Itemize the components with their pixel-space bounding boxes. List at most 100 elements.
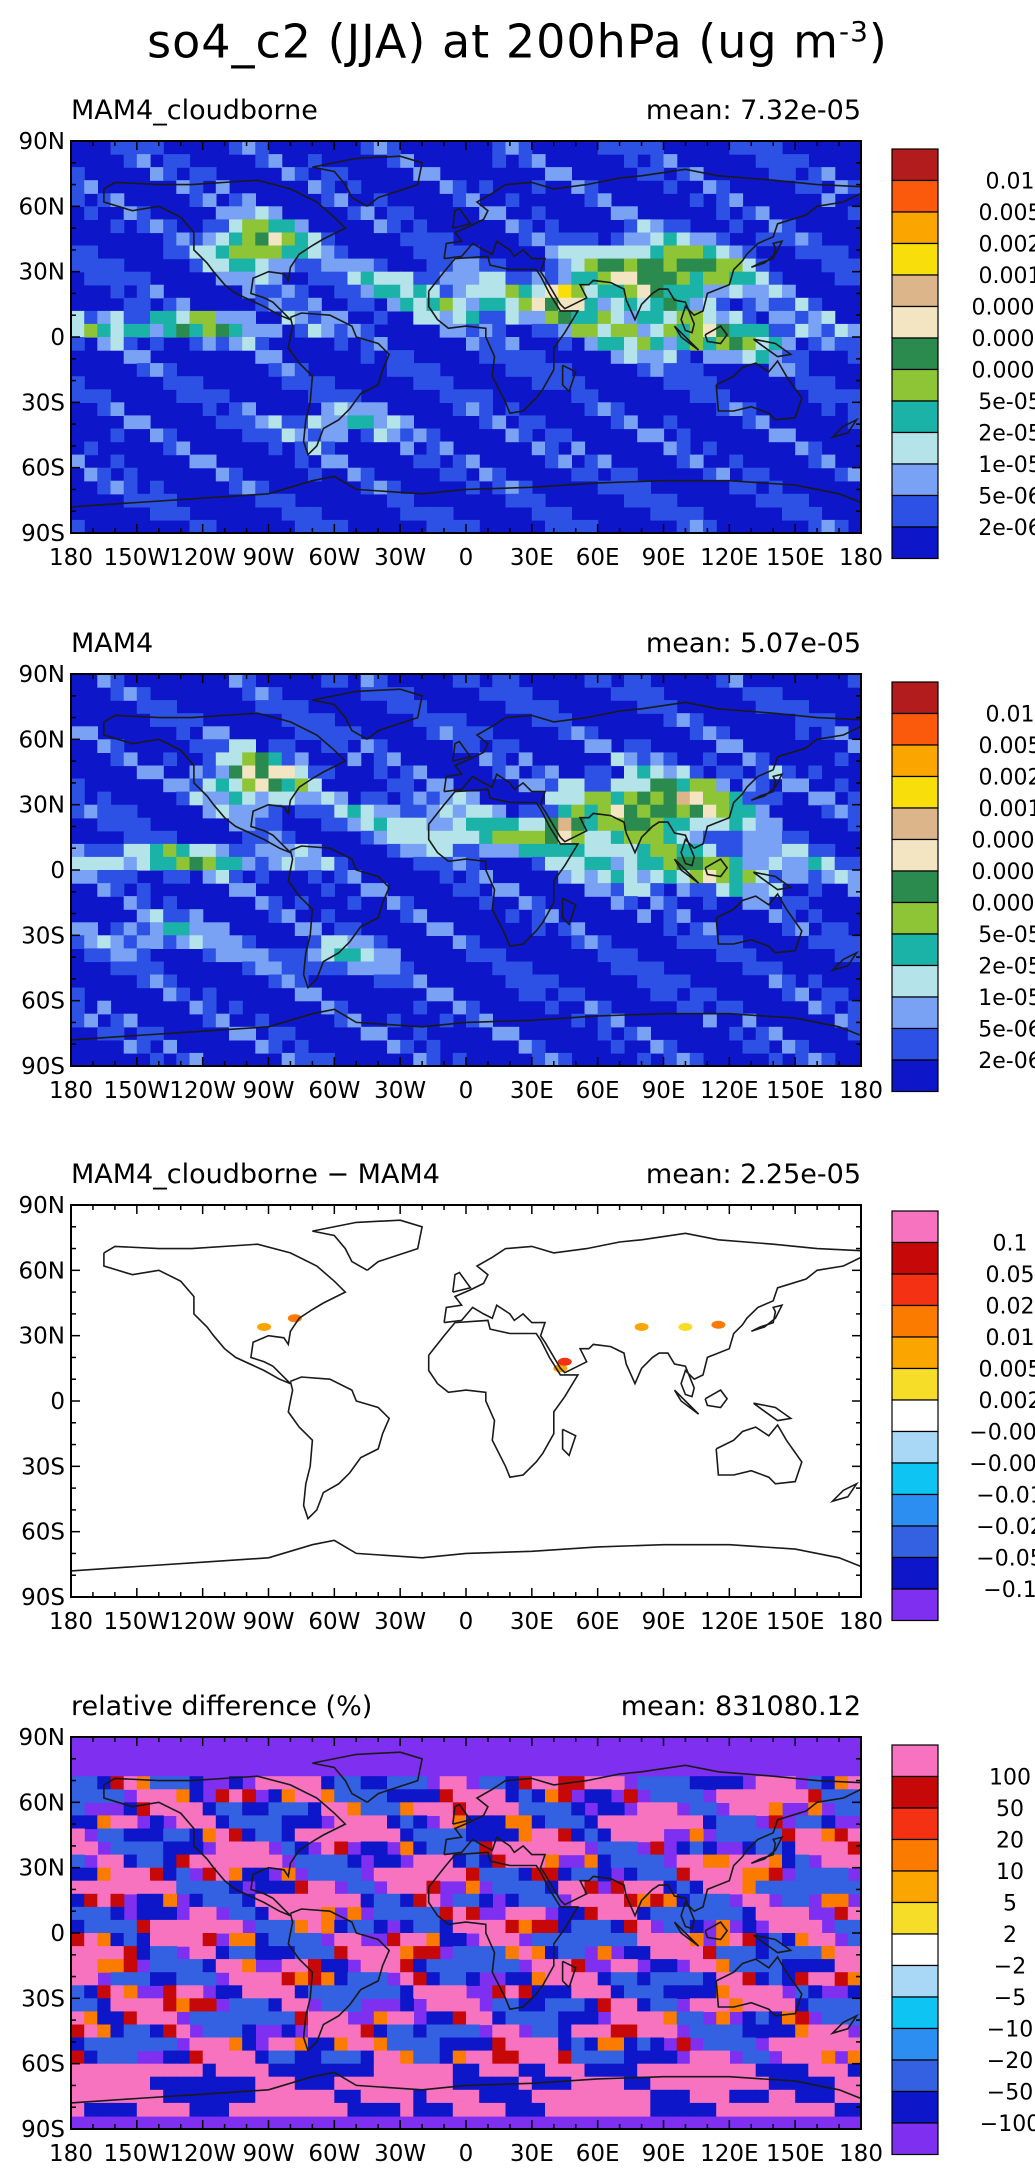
map-field-relative <box>71 1737 861 2129</box>
field-cell <box>189 1946 204 1960</box>
field-cell <box>492 1985 507 1999</box>
field-cell <box>703 180 717 194</box>
field-cell <box>768 1802 783 1816</box>
field-cell <box>215 1841 230 1856</box>
field-cell <box>703 922 717 936</box>
x-tick-label: 180 <box>49 1078 93 1104</box>
field-cell <box>847 1841 861 1856</box>
field-cell <box>531 1972 546 1986</box>
field-cell <box>729 323 744 338</box>
field-cell <box>215 1985 230 1999</box>
field-cell <box>360 739 375 753</box>
field-cell <box>703 1802 717 1816</box>
field-cell <box>308 2011 322 2026</box>
field-cell <box>676 506 691 521</box>
field-cell <box>795 896 809 910</box>
x-tick-label: 150E <box>766 545 824 571</box>
field-cell <box>123 687 138 701</box>
field-cell <box>268 1828 283 1843</box>
field-cell <box>215 337 230 351</box>
field-cell <box>373 974 388 989</box>
field-cell <box>821 1815 836 1830</box>
field-cell <box>571 1867 586 1882</box>
field-cell <box>413 1854 428 1869</box>
field-cell <box>255 284 270 299</box>
field-cell <box>84 1985 98 1999</box>
field-cell <box>479 1815 493 1830</box>
field-cell <box>176 506 191 521</box>
field-cell <box>426 1828 441 1843</box>
field-cell <box>110 454 125 469</box>
field-cell <box>387 206 401 220</box>
field-cell <box>742 1906 757 1921</box>
field-cell <box>624 765 638 780</box>
field-cell <box>795 350 809 364</box>
field-cell <box>360 402 375 416</box>
field-cell <box>123 961 138 976</box>
field-cell <box>545 765 559 780</box>
y-tick-label: 0 <box>50 1389 65 1415</box>
field-cell <box>84 323 98 338</box>
field-cell <box>808 1000 823 1015</box>
field-cell <box>123 2011 138 2026</box>
field-cell <box>545 2089 559 2104</box>
field-cell <box>518 700 533 714</box>
field-cell <box>558 804 572 819</box>
field-cell <box>97 2063 112 2078</box>
colorbar-box <box>891 2122 939 2156</box>
field-cell <box>255 1776 270 1790</box>
field-cell <box>505 830 520 845</box>
field-cell <box>176 1933 191 1947</box>
field-cell <box>176 726 191 740</box>
field-cell <box>229 1893 243 1908</box>
field-cell <box>281 363 296 377</box>
field-cell <box>84 1867 98 1882</box>
field-cell <box>847 1828 861 1843</box>
field-cell <box>755 350 770 364</box>
field-cell <box>281 428 296 443</box>
field-cell <box>768 1972 783 1986</box>
field-cell <box>426 2089 441 2104</box>
coastline <box>673 1921 700 1947</box>
colorbar-label: −0.01 <box>976 1484 1035 1509</box>
field-cell <box>373 219 388 234</box>
field-cell <box>742 2102 757 2117</box>
field-cell <box>426 519 441 533</box>
field-cell <box>663 323 678 338</box>
field-cell <box>334 791 349 806</box>
colorbar-box <box>891 431 939 465</box>
field-cell <box>373 830 388 845</box>
field-cell <box>97 935 112 949</box>
field-cell <box>387 2037 401 2052</box>
field-cell <box>624 1972 638 1986</box>
field-cell <box>492 350 507 364</box>
field-cell <box>84 2024 98 2039</box>
field-cell <box>650 1972 665 1986</box>
field-cell <box>545 1933 559 1947</box>
field-cell <box>387 1880 401 1895</box>
field-cell <box>281 2024 296 2039</box>
field-cell <box>176 870 191 884</box>
field-cell <box>571 987 586 1002</box>
field-cell <box>176 389 191 403</box>
field-cell <box>413 817 428 832</box>
field-cell <box>768 284 783 299</box>
field-cell <box>729 817 744 832</box>
colorbar-box <box>891 1933 939 1967</box>
field-cell <box>610 2037 625 2052</box>
diff-spot <box>634 1322 649 1331</box>
field-cell <box>703 1972 717 1986</box>
field-cell <box>505 674 520 688</box>
field-cell <box>281 1052 296 1066</box>
field-cell <box>531 974 546 989</box>
field-cell <box>202 1998 217 2012</box>
field-cell <box>373 428 388 443</box>
field-cell <box>387 896 401 910</box>
field-cell <box>755 843 770 858</box>
field-cell <box>255 1985 270 1999</box>
field-cell <box>413 428 428 443</box>
field-cell <box>624 674 638 688</box>
field-cell <box>768 700 783 714</box>
field-cell <box>505 687 520 701</box>
field-cell <box>294 219 309 234</box>
